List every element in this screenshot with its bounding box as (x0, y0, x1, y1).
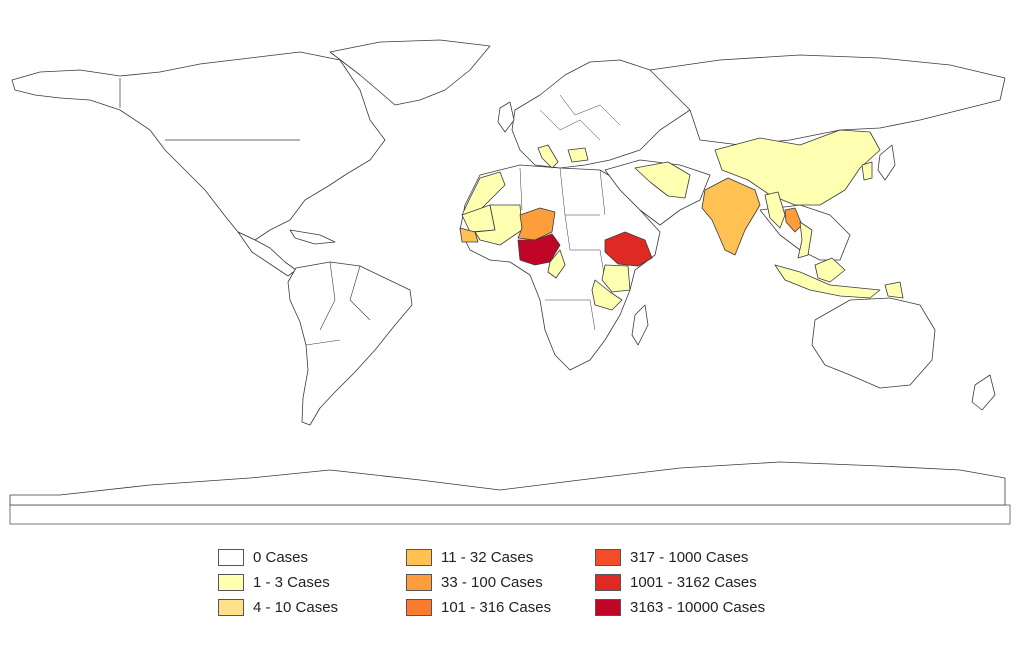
map-frame-bottom (9, 504, 1011, 525)
region-tanzania[interactable] (591, 279, 623, 311)
south-america[interactable] (287, 261, 413, 426)
region-afghanistan-pakistan[interactable] (634, 161, 691, 199)
russia[interactable] (649, 54, 1006, 146)
legend-swatch (406, 599, 432, 616)
legend-item: 3163 - 10000 Cases (595, 595, 765, 620)
legend-item: 11 - 32 Cases (406, 545, 551, 570)
antarctica[interactable] (9, 461, 1006, 506)
legend-item: 33 - 100 Cases (406, 570, 551, 595)
uk[interactable] (497, 101, 515, 133)
legend-item: 101 - 316 Cases (406, 595, 551, 620)
region-mali[interactable] (474, 204, 523, 246)
region-kenya[interactable] (601, 264, 631, 293)
legend-item: 1001 - 3162 Cases (595, 570, 765, 595)
legend-label: 4 - 10 Cases (253, 599, 339, 616)
legend-swatch (218, 574, 244, 591)
region-myanmar[interactable] (764, 191, 786, 229)
region-ethiopia[interactable] (604, 231, 653, 267)
region-china[interactable] (714, 129, 881, 206)
region-korea[interactable] (861, 161, 873, 181)
legend: 0 Cases 1 - 3 Cases 4 - 10 Cases 11 - 32… (218, 545, 818, 623)
legend-swatch (595, 599, 621, 616)
region-niger[interactable] (517, 207, 556, 241)
region-senegal[interactable] (459, 227, 479, 243)
region-india[interactable] (701, 177, 761, 256)
legend-item: 0 Cases (218, 545, 338, 570)
region-philippines[interactable] (814, 257, 846, 283)
legend-swatch (595, 574, 621, 591)
region-papua-new-guinea[interactable] (884, 281, 904, 299)
legend-item: 1 - 3 Cases (218, 570, 338, 595)
madagascar[interactable] (631, 304, 649, 346)
greenland[interactable] (329, 39, 491, 106)
japan[interactable] (877, 144, 896, 181)
legend-label: 33 - 100 Cases (441, 574, 543, 591)
legend-swatch (406, 549, 432, 566)
colored-regions (459, 129, 904, 311)
legend-swatch (595, 549, 621, 566)
legend-label: 11 - 32 Cases (441, 549, 534, 566)
legend-label: 1001 - 3162 Cases (630, 574, 757, 591)
australia[interactable] (811, 297, 936, 389)
region-indonesia[interactable] (774, 264, 881, 299)
region-italy[interactable] (537, 144, 559, 169)
legend-swatch (218, 549, 244, 566)
region-cameroon[interactable] (547, 249, 566, 279)
central-america[interactable] (237, 231, 297, 277)
legend-item: 4 - 10 Cases (218, 595, 338, 620)
legend-label: 1 - 3 Cases (253, 574, 330, 591)
legend-column-1: 0 Cases 1 - 3 Cases 4 - 10 Cases (218, 545, 338, 620)
europe[interactable] (511, 59, 701, 169)
legend-column-3: 317 - 1000 Cases 1001 - 3162 Cases 3163 … (595, 545, 765, 620)
region-laos[interactable] (784, 207, 803, 233)
legend-label: 317 - 1000 Cases (630, 549, 749, 566)
region-vietnam[interactable] (797, 221, 813, 259)
legend-swatch (406, 574, 432, 591)
legend-label: 0 Cases (253, 549, 309, 566)
legend-label: 3163 - 10000 Cases (630, 599, 766, 616)
north-america[interactable] (11, 51, 386, 241)
base-land (9, 39, 1006, 506)
legend-column-2: 11 - 32 Cases 33 - 100 Cases 101 - 316 C… (406, 545, 551, 620)
region-nigeria[interactable] (517, 233, 561, 266)
legend-label: 101 - 316 Cases (441, 599, 552, 616)
new-zealand[interactable] (971, 374, 996, 411)
caribbean[interactable] (289, 229, 336, 245)
legend-item: 317 - 1000 Cases (595, 545, 765, 570)
legend-swatch (218, 599, 244, 616)
region-balkans[interactable] (567, 147, 589, 163)
